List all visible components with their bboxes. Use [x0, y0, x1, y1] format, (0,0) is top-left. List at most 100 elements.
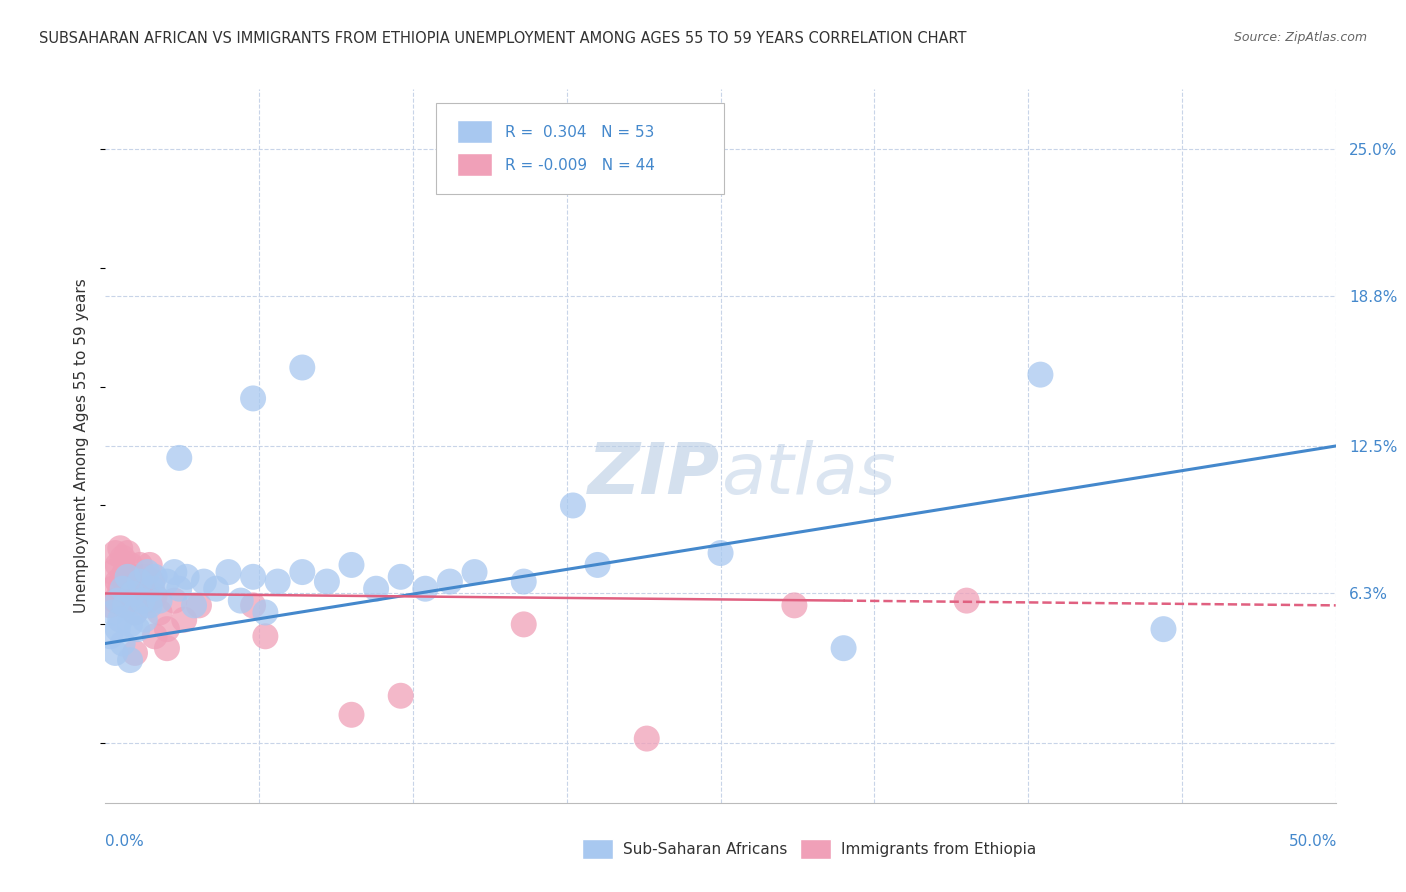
Point: [138, 599, 162, 613]
Point: [111, 582, 134, 596]
Point: [114, 599, 136, 613]
Point: [110, 582, 132, 596]
Point: [104, 546, 127, 560]
Point: [169, 450, 191, 465]
Point: [783, 599, 806, 613]
Point: [141, 582, 163, 596]
Point: [183, 599, 205, 613]
Point: [104, 593, 127, 607]
Point: [254, 606, 277, 620]
Point: [242, 570, 264, 584]
Point: [134, 570, 156, 584]
Point: [229, 593, 252, 607]
Point: [464, 565, 486, 579]
Point: [156, 574, 179, 589]
Point: [218, 565, 240, 579]
Point: [389, 689, 412, 703]
Point: [110, 613, 132, 627]
Point: [415, 582, 437, 596]
Point: [832, 641, 855, 656]
Point: [188, 599, 211, 613]
Point: [129, 558, 152, 572]
Point: [143, 570, 166, 584]
Point: [513, 574, 536, 589]
Point: [366, 582, 388, 596]
Point: [124, 606, 146, 620]
Text: ZIP: ZIP: [588, 440, 721, 509]
Point: [114, 599, 136, 613]
Point: [117, 582, 139, 596]
Point: [389, 570, 412, 584]
Point: [956, 593, 979, 607]
Point: [136, 593, 159, 607]
Point: [315, 574, 337, 589]
Text: 0.0%: 0.0%: [105, 834, 145, 848]
Point: [127, 589, 149, 603]
Point: [710, 546, 733, 560]
Point: [636, 731, 658, 746]
Point: [169, 582, 191, 596]
Point: [134, 613, 156, 627]
Point: [129, 574, 152, 589]
Point: [111, 550, 134, 565]
Point: [120, 617, 141, 632]
Point: [107, 593, 129, 607]
Point: [340, 707, 363, 722]
Point: [136, 565, 159, 579]
Point: [149, 606, 172, 620]
Point: [104, 646, 127, 660]
Point: [107, 558, 129, 572]
Point: [117, 570, 139, 584]
Point: [120, 593, 141, 607]
Point: [101, 565, 124, 579]
Point: [163, 565, 186, 579]
Point: [254, 629, 277, 643]
Point: [1153, 622, 1175, 636]
Text: Sub-Saharan Africans: Sub-Saharan Africans: [623, 842, 787, 856]
Point: [176, 570, 198, 584]
Point: [127, 622, 149, 636]
Point: [107, 622, 129, 636]
Point: [138, 558, 162, 572]
Point: [124, 574, 146, 589]
Point: [101, 582, 124, 596]
Point: [107, 574, 129, 589]
Text: R =  0.304   N = 53: R = 0.304 N = 53: [505, 125, 654, 139]
Point: [120, 558, 141, 572]
Text: SUBSAHARAN AFRICAN VS IMMIGRANTS FROM ETHIOPIA UNEMPLOYMENT AMONG AGES 55 TO 59 : SUBSAHARAN AFRICAN VS IMMIGRANTS FROM ET…: [39, 31, 967, 46]
Point: [267, 574, 290, 589]
Point: [121, 586, 143, 600]
Point: [98, 629, 122, 643]
Text: atlas: atlas: [721, 440, 896, 509]
Point: [340, 558, 363, 572]
Point: [98, 599, 122, 613]
Y-axis label: Unemployment Among Ages 55 to 59 years: Unemployment Among Ages 55 to 59 years: [75, 278, 90, 614]
Point: [117, 546, 139, 560]
Point: [124, 606, 146, 620]
Point: [242, 392, 264, 406]
Point: [513, 617, 536, 632]
Point: [242, 599, 264, 613]
Text: Immigrants from Ethiopia: Immigrants from Ethiopia: [841, 842, 1036, 856]
Point: [439, 574, 461, 589]
Point: [562, 499, 585, 513]
Point: [586, 558, 609, 572]
Point: [193, 574, 215, 589]
Point: [163, 593, 186, 607]
Point: [291, 360, 314, 375]
Point: [111, 570, 134, 584]
Point: [111, 636, 134, 650]
Point: [1029, 368, 1052, 382]
Point: [120, 653, 141, 667]
Point: [156, 641, 179, 656]
Point: [110, 541, 132, 556]
Point: [149, 593, 172, 607]
Point: [131, 593, 153, 607]
Point: [173, 613, 195, 627]
Point: [156, 622, 179, 636]
Point: [205, 582, 228, 596]
Point: [141, 574, 163, 589]
Text: R = -0.009   N = 44: R = -0.009 N = 44: [505, 158, 655, 172]
Point: [124, 646, 146, 660]
Text: 50.0%: 50.0%: [1289, 834, 1337, 848]
